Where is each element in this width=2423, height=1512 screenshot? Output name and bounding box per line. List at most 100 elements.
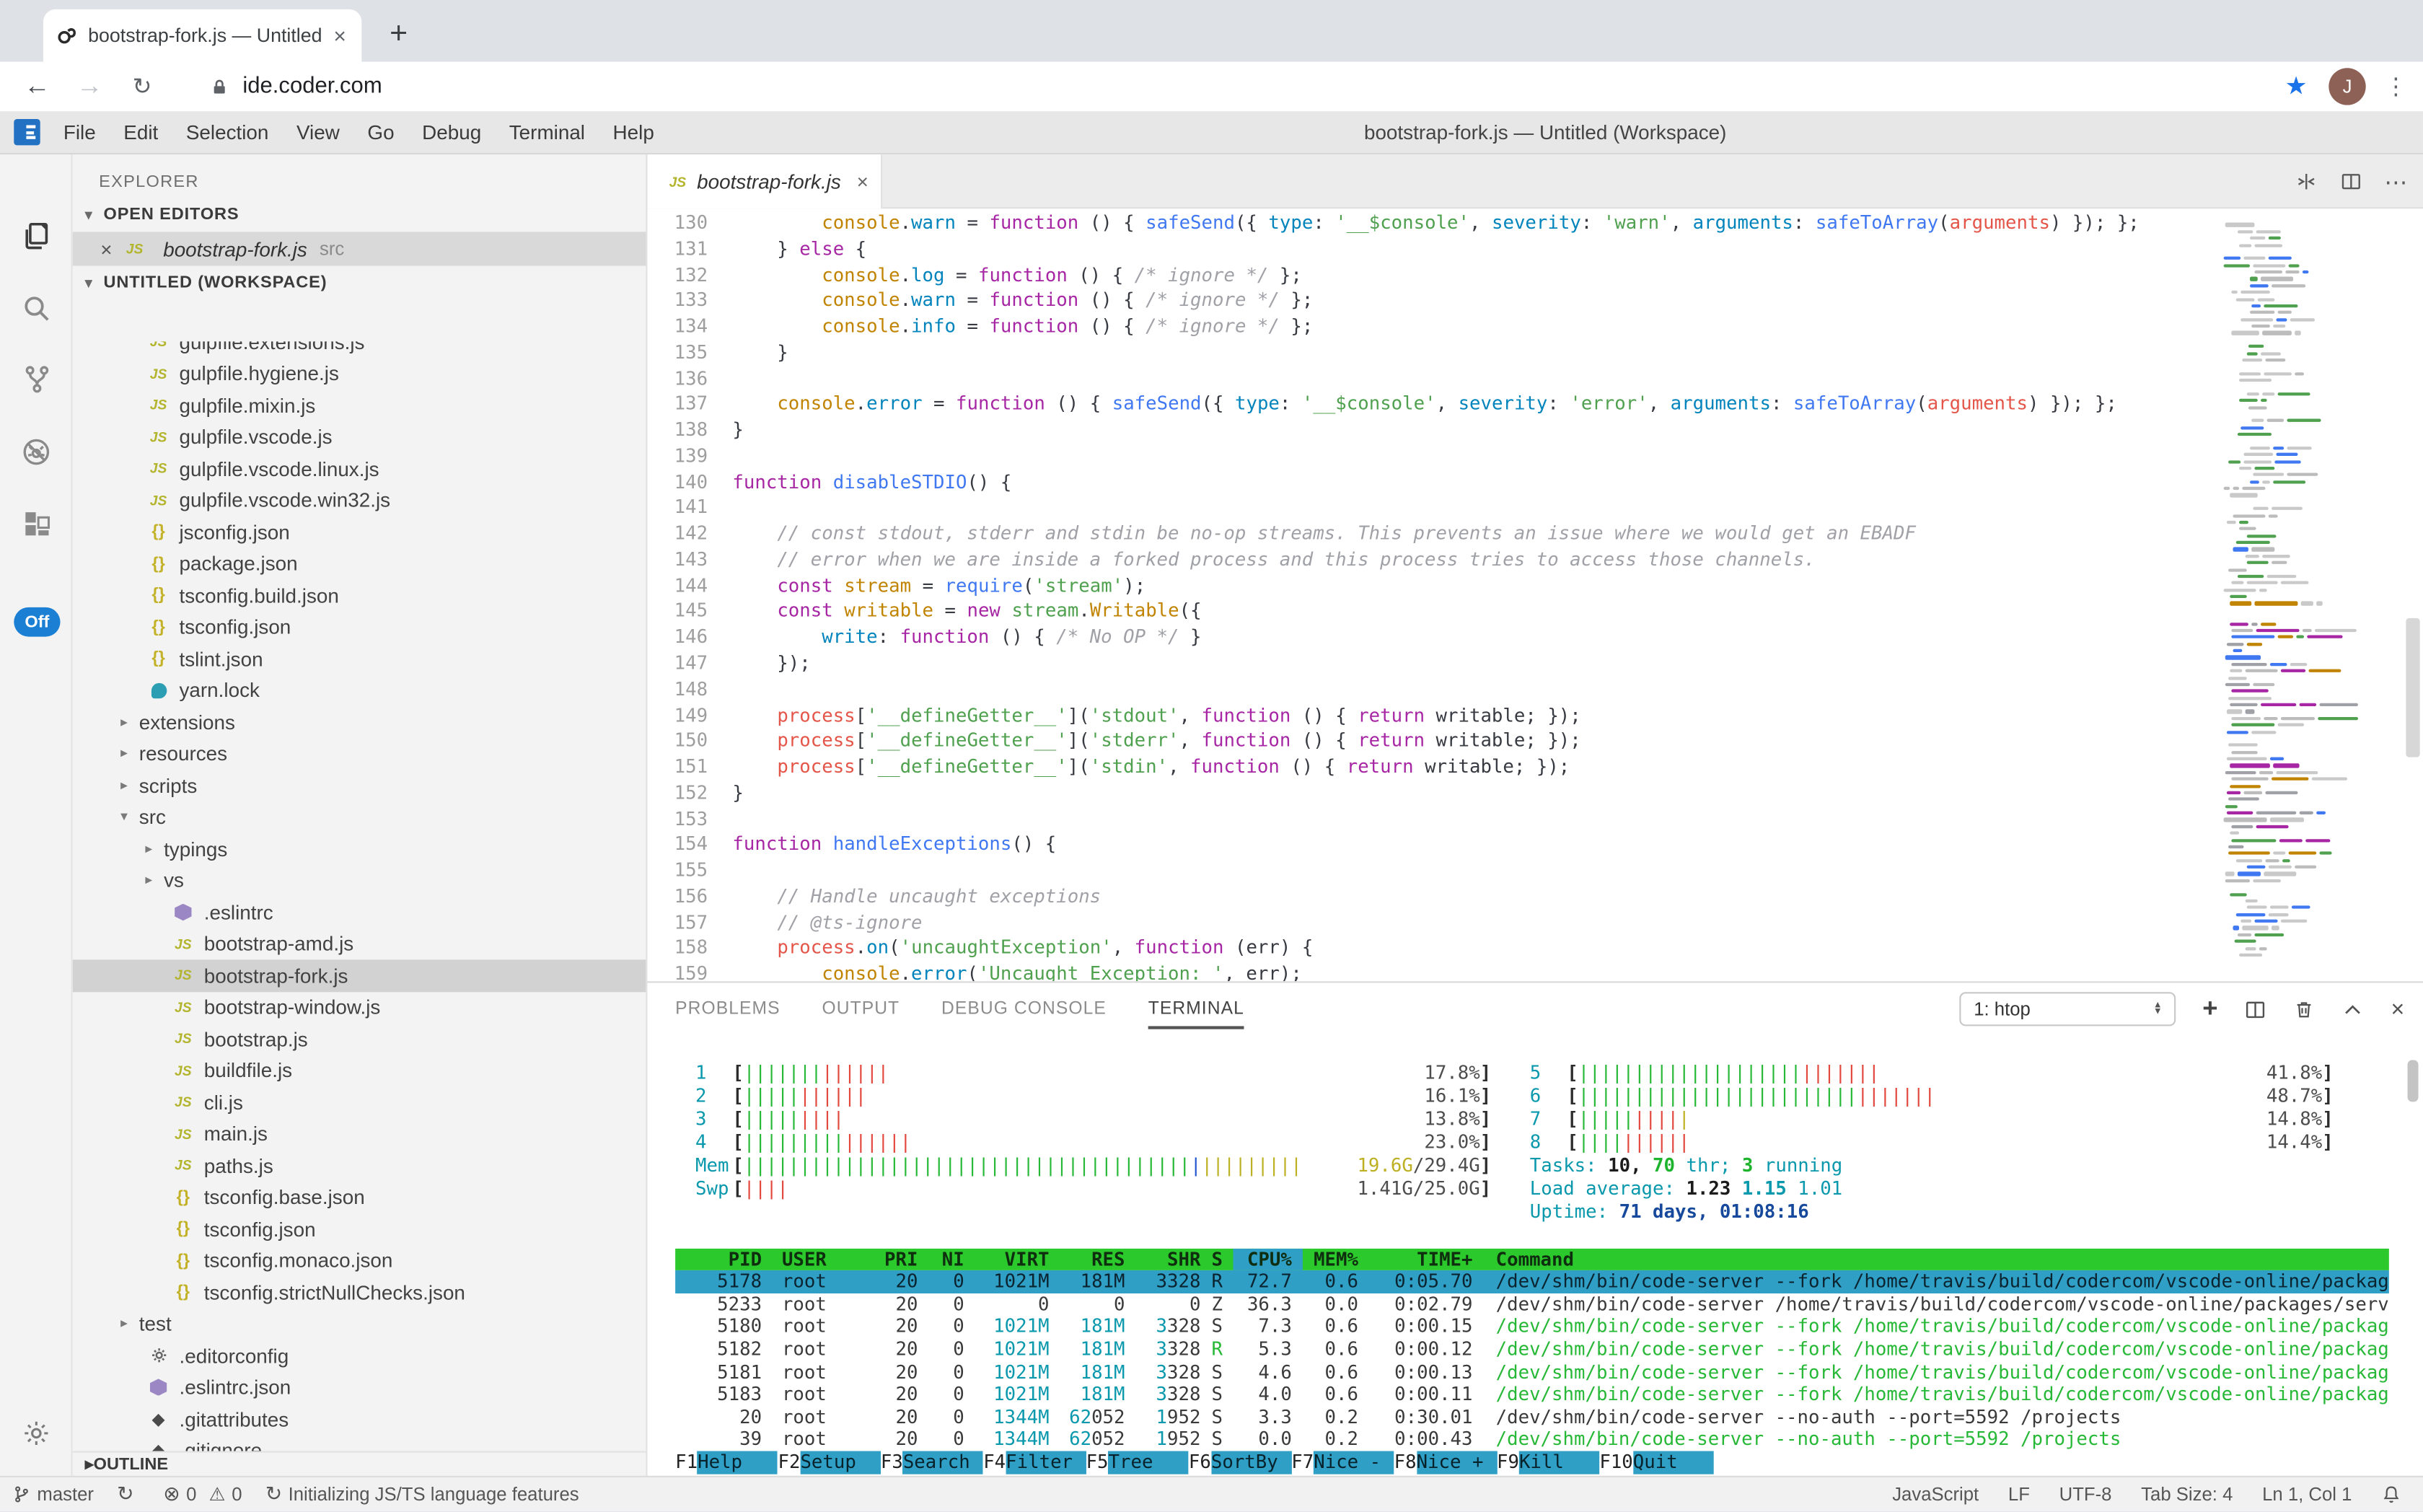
new-terminal-icon[interactable]: + [2202,994,2217,1025]
browser-tab[interactable]: bootstrap-fork.js — Untitled (W × [43,9,361,62]
file-row[interactable]: JSgulpfile.vscode.js [73,421,646,453]
folder-row[interactable]: ▸typings [73,833,646,865]
panel-tab-output[interactable]: OUTPUT [822,983,900,1037]
file-row[interactable]: JSgulpfile.hygiene.js [73,358,646,390]
url-field[interactable]: ide.coder.com [242,74,382,99]
fn-key-f9[interactable]: F9 [1497,1451,1519,1474]
column-header-user[interactable]: USER [773,1248,856,1270]
file-row[interactable]: JSpaths.js [73,1150,646,1182]
file-row[interactable]: JSbootstrap-amd.js [73,928,646,959]
fn-label[interactable]: Filter [1006,1451,1086,1474]
menu-debug[interactable]: Debug [408,120,496,144]
activity-source-control-icon[interactable] [0,348,73,410]
process-row[interactable]: 20root2001344M620521952S3.30.20:30.01/de… [675,1406,2389,1428]
split-editor-icon[interactable] [2295,170,2318,193]
file-row[interactable]: .eslintrc.json [73,1371,646,1403]
activity-search-icon[interactable] [0,276,73,338]
notifications-bell-icon[interactable] [2381,1484,2401,1506]
menu-file[interactable]: File [50,120,110,144]
folder-row[interactable]: ▾src [73,801,646,833]
file-row[interactable]: .editorconfig [73,1340,646,1371]
column-header-timeplus[interactable]: TIME+ [1369,1248,1484,1270]
reload-icon[interactable]: ↻ [127,73,158,101]
panel-tab-debug-console[interactable]: DEBUG CONSOLE [941,983,1107,1037]
column-header-virt[interactable]: VIRT [975,1248,1060,1270]
status-utf-8[interactable]: UTF-8 [2059,1484,2112,1506]
fn-key-f7[interactable]: F7 [1291,1451,1314,1474]
language-features-status[interactable]: ↻ Initializing JS/TS language features [265,1482,579,1507]
fn-label[interactable]: Nice - [1314,1451,1394,1474]
file-row[interactable]: ◆.gitattributes [73,1403,646,1435]
activity-extensions-icon[interactable] [0,493,73,555]
process-row[interactable]: 5183root2001021M181M3328S4.00.60:00.11/d… [675,1384,2389,1406]
file-row[interactable]: JSgulpfile.vscode.win32.js [73,485,646,517]
file-row[interactable]: {}tsconfig.strictNullChecks.json [73,1276,646,1308]
file-row[interactable]: JSgulpfile.extensions.js [73,341,646,357]
editor-tab-bootstrap-fork[interactable]: JS bootstrap-fork.js × [648,154,883,208]
folder-row[interactable]: ▸resources [73,738,646,770]
avatar[interactable]: J [2329,68,2365,105]
file-row[interactable]: JSgulpfile.mixin.js [73,390,646,421]
column-header-mempct[interactable]: MEM% [1303,1248,1369,1270]
folder-row[interactable]: ▸scripts [73,770,646,801]
fn-label[interactable]: Search [903,1451,983,1474]
coder-logo-icon[interactable] [14,119,40,145]
folder-row[interactable]: ▸test [73,1308,646,1340]
workspace-section[interactable]: ▾ UNTITLED (WORKSPACE) [73,265,646,299]
minimap[interactable] [2220,216,2361,981]
editor-scrollbar[interactable] [2406,618,2419,757]
file-row[interactable]: JSbootstrap-fork.js [73,959,646,991]
status-tab-size-4[interactable]: Tab Size: 4 [2141,1484,2233,1506]
panel-tab-problems[interactable]: PROBLEMS [675,983,780,1037]
file-row[interactable]: JSbootstrap.js [73,1023,646,1055]
column-header-ni[interactable]: NI [928,1248,975,1270]
settings-gear-icon[interactable] [0,1405,73,1460]
tab-close-icon[interactable]: × [330,23,349,48]
git-branch-status[interactable]: master [12,1484,94,1506]
open-editor-item[interactable]: × JS bootstrap-fork.js src [73,232,646,265]
fn-label[interactable]: Kill [1519,1451,1599,1474]
file-row[interactable]: {}tsconfig.json [73,611,646,643]
fn-label[interactable]: Help [698,1451,778,1474]
terminal-htop[interactable]: 1[|||||||||||||17.8%]2[|||||||||||16.1%]… [648,1037,2423,1476]
outline-section[interactable]: ▸ OUTLINE [73,1451,646,1476]
fn-label[interactable]: Tree [1109,1451,1189,1474]
off-toggle-badge[interactable]: Off [14,607,60,637]
file-row[interactable]: {}jsconfig.json [73,516,646,548]
process-row[interactable]: 5178root2001021M181M3328R72.70.60:05.70/… [675,1270,2389,1293]
code-editor[interactable]: 130 console.warn = function () { safeSen… [648,208,2423,980]
file-row[interactable]: JSbuildfile.js [73,1055,646,1086]
fn-key-f1[interactable]: F1 [675,1451,698,1474]
fn-label[interactable]: Setup [800,1451,880,1474]
terminal-select[interactable]: 1: htop ▲▼ [1960,993,2176,1027]
fn-key-f5[interactable]: F5 [1086,1451,1109,1474]
file-row[interactable]: yarn.lock [73,674,646,706]
column-header-pri[interactable]: PRI [856,1248,929,1270]
new-tab-button[interactable]: + [377,12,421,56]
menu-go[interactable]: Go [353,120,408,144]
process-row[interactable]: 5180root2001021M181M3328S7.30.60:00.15/d… [675,1316,2389,1338]
status-ln-1-col-1[interactable]: Ln 1, Col 1 [2262,1484,2352,1506]
fn-key-f3[interactable]: F3 [881,1451,903,1474]
file-row[interactable]: {}package.json [73,548,646,579]
more-actions-icon[interactable]: ⋯ [2384,167,2407,195]
column-header-pid[interactable]: PID [675,1248,773,1270]
column-header-cpupct[interactable]: CPU% [1233,1248,1302,1270]
fn-key-f8[interactable]: F8 [1394,1451,1417,1474]
process-row[interactable]: 5182root2001021M181M3328R5.30.60:00.12/d… [675,1338,2389,1361]
file-row[interactable]: JSmain.js [73,1118,646,1150]
file-row[interactable]: JSgulpfile.vscode.linux.js [73,453,646,485]
fn-key-f4[interactable]: F4 [983,1451,1006,1474]
open-editors-section[interactable]: ▾ OPEN EDITORS [73,198,646,232]
browser-menu-icon[interactable]: ⋮ [2384,73,2407,101]
maximize-panel-icon[interactable] [2341,998,2365,1021]
column-header-command[interactable]: Command [1484,1248,2389,1270]
close-panel-icon[interactable]: × [2391,996,2404,1022]
menu-terminal[interactable]: Terminal [495,120,599,144]
menu-view[interactable]: View [283,120,353,144]
status-lf[interactable]: LF [2008,1484,2030,1506]
status-javascript[interactable]: JavaScript [1892,1484,1979,1506]
bookmark-star-icon[interactable]: ★ [2285,71,2308,102]
file-row[interactable]: {}tslint.json [73,643,646,674]
fn-key-f6[interactable]: F6 [1189,1451,1211,1474]
